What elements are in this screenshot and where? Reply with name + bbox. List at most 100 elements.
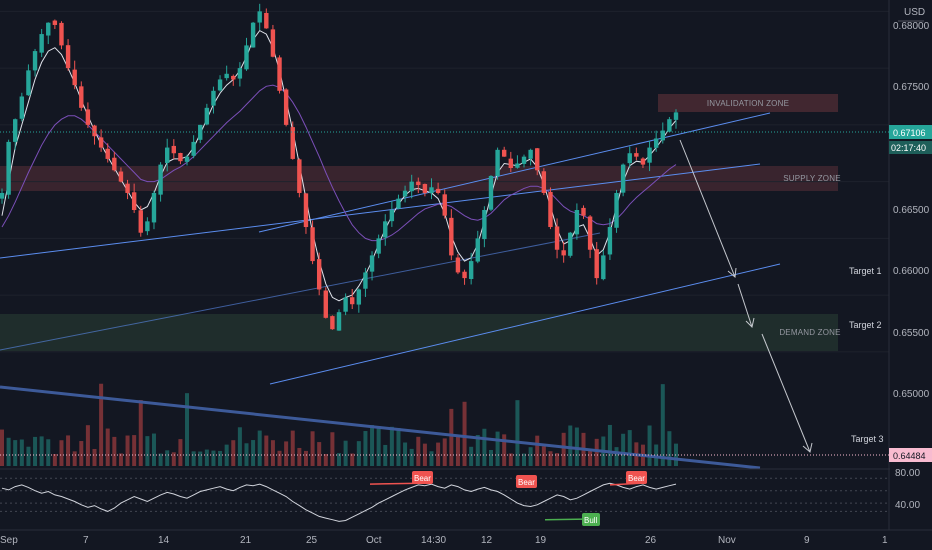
volume-bar <box>191 451 196 466</box>
target3-price-tag <box>889 448 932 462</box>
countdown-value: 02:17:40 <box>891 143 926 153</box>
candle-body <box>607 227 613 255</box>
candle-body <box>449 217 454 256</box>
candle-body <box>634 153 639 157</box>
invalidation-zone <box>658 94 838 112</box>
volume-bar <box>6 437 11 466</box>
volume-bar <box>502 434 507 466</box>
volume-bar <box>614 447 619 466</box>
volume-bar <box>561 432 566 466</box>
volume-bar <box>251 440 256 466</box>
candle-body <box>224 73 229 79</box>
volume-bar <box>337 453 341 466</box>
volume-bar <box>303 450 308 466</box>
volume-bar <box>574 427 579 466</box>
bear-badge-label: Bear <box>628 474 645 483</box>
candle-body <box>462 271 467 279</box>
time-label: 25 <box>306 535 318 546</box>
volume-bar <box>396 427 401 466</box>
candle-body <box>59 22 64 46</box>
candle-body <box>237 68 243 79</box>
volume-bar <box>330 432 335 466</box>
volume-bar <box>568 425 573 466</box>
volume-bar <box>422 443 427 466</box>
candle-body <box>409 181 414 192</box>
volume-bar <box>535 435 540 466</box>
candle-body <box>13 119 18 142</box>
candle-body <box>488 175 494 210</box>
candle-body <box>72 69 77 86</box>
volume-bar <box>429 451 434 466</box>
candle-body <box>26 70 31 96</box>
volume-bar <box>125 435 130 466</box>
time-label: Sep <box>0 535 18 546</box>
volume-bar <box>588 450 593 466</box>
candle-body <box>422 184 428 193</box>
candle-body <box>475 238 480 262</box>
candle-body <box>501 149 507 157</box>
candle-body <box>290 127 295 159</box>
volume-bar <box>33 436 38 466</box>
candle-body <box>653 138 659 148</box>
candle-body <box>435 188 441 193</box>
candle-body <box>138 210 143 233</box>
time-label: 14 <box>158 535 170 546</box>
volume-bar <box>171 452 176 466</box>
volume-bar <box>488 449 493 466</box>
time-label: 14:30 <box>421 535 446 546</box>
volume-bar <box>442 438 447 466</box>
candle-body <box>330 316 335 330</box>
volume-bar <box>290 430 295 466</box>
price-tick: 0.68000 <box>893 21 930 32</box>
candle-body <box>389 210 395 222</box>
candle-body <box>383 221 388 238</box>
candle-body <box>131 192 137 210</box>
volume-bar <box>654 444 659 466</box>
volume-bar <box>198 451 203 466</box>
volume-bar <box>112 436 117 466</box>
candle-body <box>416 181 421 186</box>
price-axis[interactable]: USD 0.68000 0.67500 0.67000 0.66500 0.66… <box>889 7 932 511</box>
candle-body <box>568 232 573 256</box>
candle-body <box>376 238 381 254</box>
price-tick: 0.65000 <box>893 389 930 400</box>
candle-body <box>184 156 190 162</box>
volume-bar <box>270 440 275 466</box>
candle-body <box>6 141 11 195</box>
candle-body <box>402 190 408 197</box>
target3-price-value: 0.64484 <box>893 451 926 461</box>
price-tick: 0.65500 <box>893 328 930 339</box>
candle-body <box>343 297 348 312</box>
time-axis[interactable]: Sep 7 14 21 25 Oct 14:30 12 19 26 Nov 9 … <box>0 529 932 546</box>
candle-body <box>211 90 216 106</box>
volume-bar <box>59 440 64 466</box>
candle-layer <box>0 3 679 331</box>
time-label: 1 <box>882 535 888 546</box>
projection-arrow-1-head <box>727 267 737 278</box>
volume-bar <box>92 448 97 466</box>
volume-bar <box>204 449 209 466</box>
candle-body <box>647 147 652 163</box>
candle-body <box>98 137 104 148</box>
candle-body <box>39 34 44 53</box>
volume-bar <box>667 431 672 466</box>
candle-body <box>587 216 593 250</box>
candle-body <box>594 249 599 279</box>
volume-bar <box>475 434 480 466</box>
candle-body <box>145 221 150 232</box>
volume-bar <box>52 453 57 466</box>
volume-bar <box>403 442 408 466</box>
bull-badge-label: Bull <box>584 516 598 525</box>
volume-bar <box>627 430 632 466</box>
currency-label: USD <box>904 7 925 18</box>
volume-bar <box>370 425 375 466</box>
volume-bar <box>0 429 4 466</box>
volume-bar <box>66 435 71 466</box>
bear-divergence-line <box>369 482 421 485</box>
candle-body <box>217 79 223 91</box>
volume-bar <box>145 436 150 466</box>
candle-body <box>257 11 262 23</box>
volume-bar <box>383 444 388 466</box>
volume-bar <box>105 428 110 466</box>
